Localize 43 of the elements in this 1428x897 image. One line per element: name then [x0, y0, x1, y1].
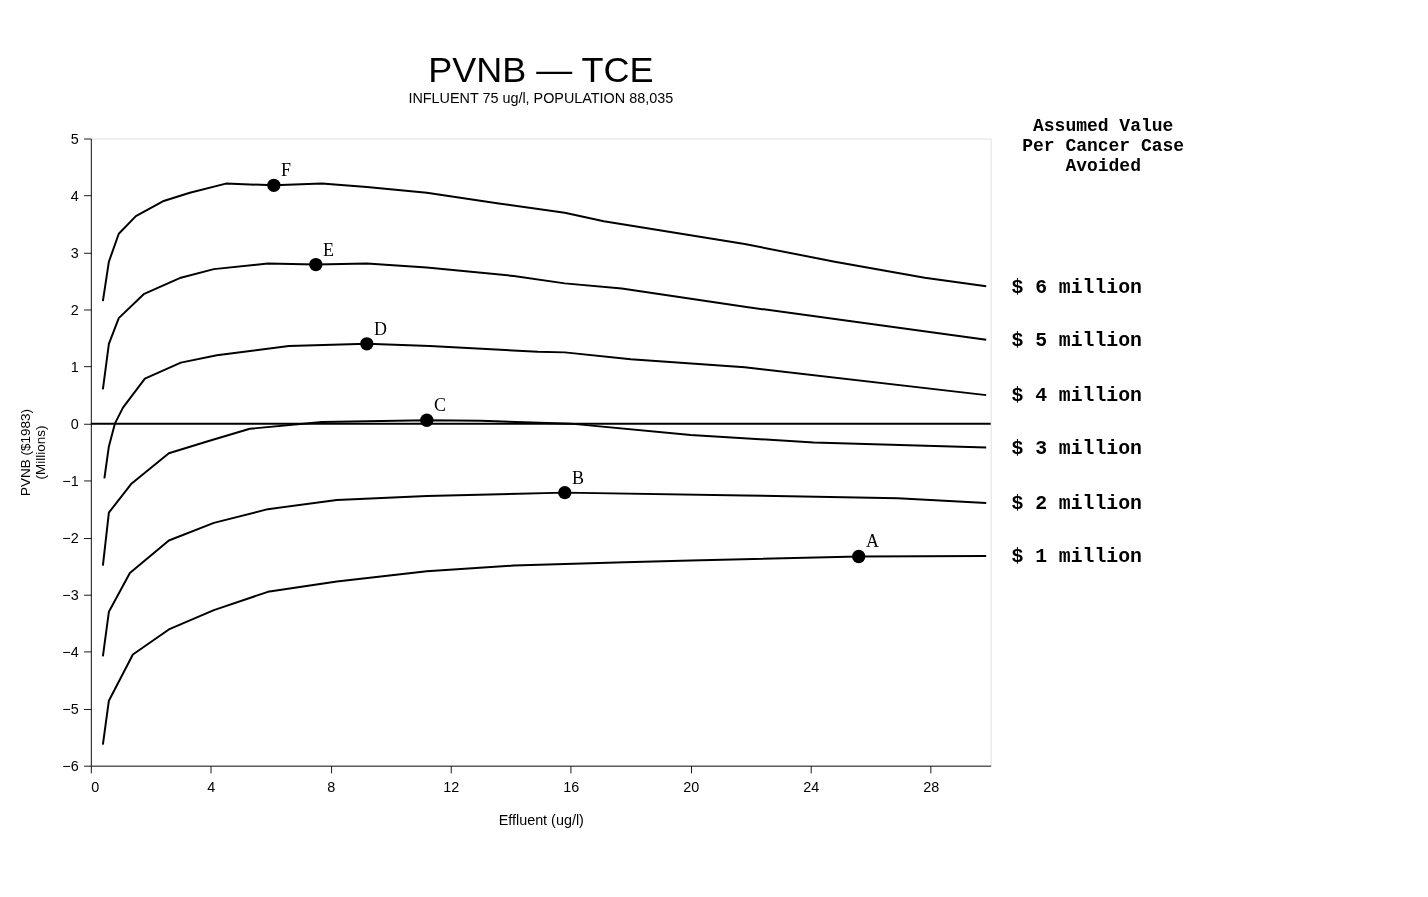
annotation: A [865, 531, 879, 552]
x-tick-label: 0 [91, 779, 100, 796]
y-tick-label: −2 [62, 529, 79, 546]
x-axis-title: Effluent (ug/l) [498, 811, 584, 828]
series-label: $ 6 million [1011, 276, 1142, 299]
y-tick-label: −1 [62, 472, 79, 489]
point [360, 337, 374, 351]
legend-title: Assumed Value Per Cancer Case Avoided [1022, 116, 1185, 176]
x-tick-label: 12 [443, 779, 460, 796]
x-tick-label: 4 [207, 779, 216, 796]
y-tick-label: −3 [62, 586, 79, 603]
point [309, 257, 323, 272]
y-tick-label: 2 [70, 301, 79, 318]
x-tick-label: 24 [803, 779, 820, 796]
series-label: $ 2 million [1011, 493, 1142, 516]
x-tick-label: 16 [563, 779, 580, 796]
y-tick-label: 5 [70, 130, 79, 147]
annotation: C [434, 395, 447, 416]
annotation: F [281, 160, 292, 181]
point [852, 549, 866, 564]
x-tick-label: 20 [683, 779, 700, 796]
chart-title: PVNB — TCE [428, 48, 654, 90]
y-tick-label: 3 [70, 244, 79, 261]
point [267, 178, 281, 192]
chart-subtitle: INFLUENT 75 ug/l, POPULATION 88,035 [408, 90, 674, 107]
point [420, 413, 434, 427]
y-tick-label: −5 [62, 700, 79, 717]
series-label: $ 3 million [1011, 437, 1142, 460]
y-tick-label: −6 [62, 757, 79, 774]
series-label: $ 1 million [1011, 546, 1142, 569]
annotation: D [374, 318, 388, 339]
annotation: E [323, 239, 335, 260]
x-tick-label: 8 [327, 779, 336, 796]
y-tick-label: 0 [70, 415, 79, 432]
series-label: $ 5 million [1011, 330, 1142, 353]
y-tick-label: −4 [62, 643, 79, 660]
point [558, 485, 572, 500]
y-tick-label: 1 [70, 358, 79, 375]
x-tick-label: 28 [923, 779, 940, 796]
y-axis-title: PVNB ($1983) (Millions) [17, 409, 49, 497]
y-tick-label: 4 [70, 187, 79, 204]
series-label: $ 4 million [1011, 385, 1142, 408]
annotation: B [571, 467, 584, 488]
